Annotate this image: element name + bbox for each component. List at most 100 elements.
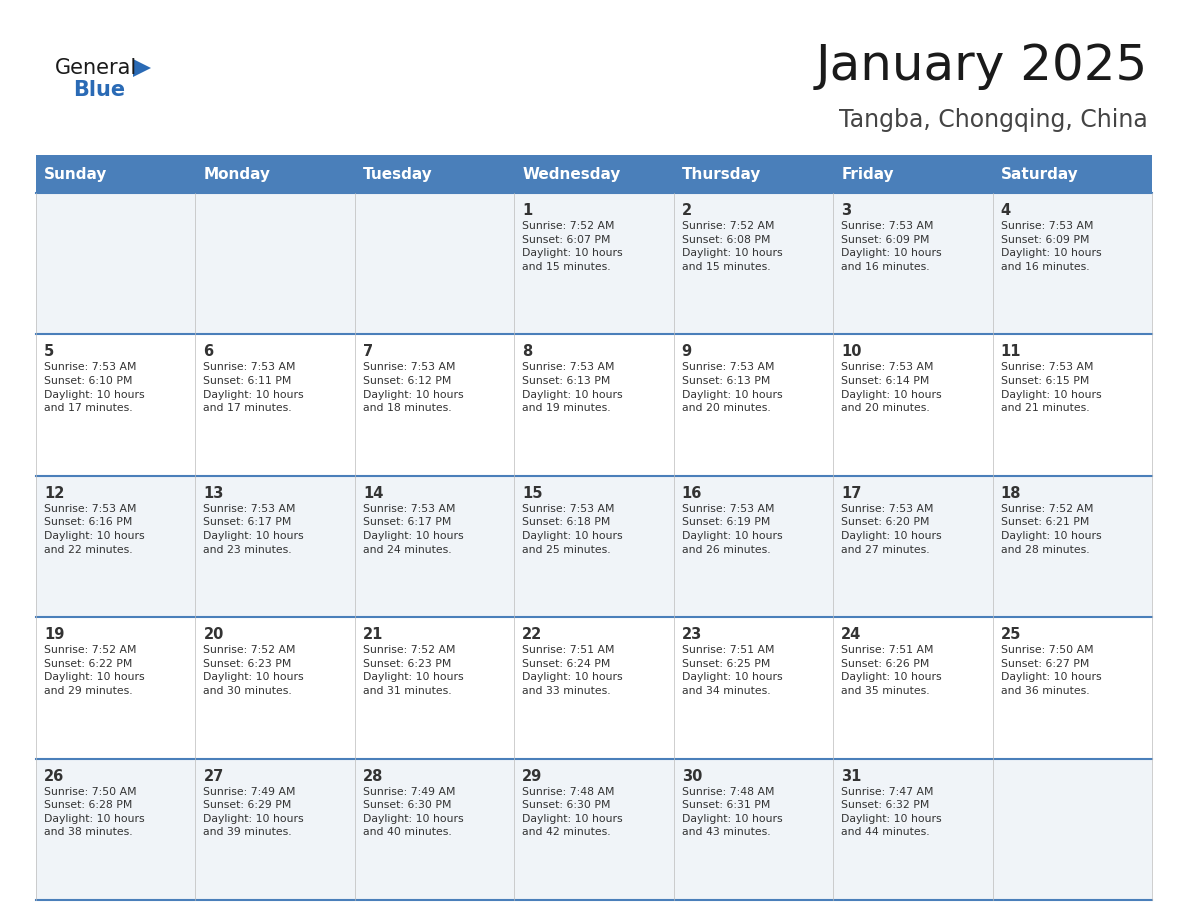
- Bar: [992, 758, 1152, 900]
- Text: 23: 23: [682, 627, 702, 643]
- Text: 1: 1: [523, 203, 532, 218]
- Bar: [674, 334, 833, 476]
- Bar: [833, 334, 992, 476]
- Text: Sunrise: 7:48 AM
Sunset: 6:30 PM
Daylight: 10 hours
and 42 minutes.: Sunrise: 7:48 AM Sunset: 6:30 PM Dayligh…: [523, 787, 623, 837]
- Text: 31: 31: [841, 768, 861, 784]
- Text: 13: 13: [203, 486, 223, 501]
- Text: 16: 16: [682, 486, 702, 501]
- Bar: [36, 334, 196, 476]
- Bar: [514, 155, 674, 193]
- Text: 14: 14: [362, 486, 384, 501]
- Text: 7: 7: [362, 344, 373, 360]
- Bar: [514, 617, 674, 758]
- Bar: [355, 476, 514, 617]
- Text: Sunrise: 7:52 AM
Sunset: 6:21 PM
Daylight: 10 hours
and 28 minutes.: Sunrise: 7:52 AM Sunset: 6:21 PM Dayligh…: [1000, 504, 1101, 554]
- Bar: [514, 334, 674, 476]
- Text: Sunrise: 7:53 AM
Sunset: 6:13 PM
Daylight: 10 hours
and 19 minutes.: Sunrise: 7:53 AM Sunset: 6:13 PM Dayligh…: [523, 363, 623, 413]
- Text: 19: 19: [44, 627, 64, 643]
- Text: Sunrise: 7:53 AM
Sunset: 6:20 PM
Daylight: 10 hours
and 27 minutes.: Sunrise: 7:53 AM Sunset: 6:20 PM Dayligh…: [841, 504, 942, 554]
- Text: Wednesday: Wednesday: [523, 166, 620, 182]
- Text: 27: 27: [203, 768, 223, 784]
- Text: Sunrise: 7:49 AM
Sunset: 6:29 PM
Daylight: 10 hours
and 39 minutes.: Sunrise: 7:49 AM Sunset: 6:29 PM Dayligh…: [203, 787, 304, 837]
- Text: 28: 28: [362, 768, 384, 784]
- Text: Sunrise: 7:53 AM
Sunset: 6:18 PM
Daylight: 10 hours
and 25 minutes.: Sunrise: 7:53 AM Sunset: 6:18 PM Dayligh…: [523, 504, 623, 554]
- Text: 22: 22: [523, 627, 543, 643]
- Text: 10: 10: [841, 344, 861, 360]
- Text: 30: 30: [682, 768, 702, 784]
- Text: Thursday: Thursday: [682, 166, 762, 182]
- Text: 4: 4: [1000, 203, 1011, 218]
- Bar: [355, 155, 514, 193]
- Bar: [36, 617, 196, 758]
- Text: General: General: [55, 58, 138, 78]
- Bar: [992, 476, 1152, 617]
- Text: Sunrise: 7:52 AM
Sunset: 6:23 PM
Daylight: 10 hours
and 31 minutes.: Sunrise: 7:52 AM Sunset: 6:23 PM Dayligh…: [362, 645, 463, 696]
- Text: Blue: Blue: [72, 80, 125, 100]
- Text: Sunrise: 7:52 AM
Sunset: 6:07 PM
Daylight: 10 hours
and 15 minutes.: Sunrise: 7:52 AM Sunset: 6:07 PM Dayligh…: [523, 221, 623, 272]
- Bar: [196, 193, 355, 334]
- Text: Sunrise: 7:53 AM
Sunset: 6:14 PM
Daylight: 10 hours
and 20 minutes.: Sunrise: 7:53 AM Sunset: 6:14 PM Dayligh…: [841, 363, 942, 413]
- Bar: [833, 617, 992, 758]
- Bar: [514, 193, 674, 334]
- Text: Sunrise: 7:53 AM
Sunset: 6:12 PM
Daylight: 10 hours
and 18 minutes.: Sunrise: 7:53 AM Sunset: 6:12 PM Dayligh…: [362, 363, 463, 413]
- Bar: [833, 758, 992, 900]
- Text: Tuesday: Tuesday: [362, 166, 432, 182]
- Bar: [36, 193, 196, 334]
- Text: Sunrise: 7:53 AM
Sunset: 6:09 PM
Daylight: 10 hours
and 16 minutes.: Sunrise: 7:53 AM Sunset: 6:09 PM Dayligh…: [841, 221, 942, 272]
- Text: Sunrise: 7:53 AM
Sunset: 6:19 PM
Daylight: 10 hours
and 26 minutes.: Sunrise: 7:53 AM Sunset: 6:19 PM Dayligh…: [682, 504, 783, 554]
- Bar: [833, 476, 992, 617]
- Text: Sunrise: 7:51 AM
Sunset: 6:26 PM
Daylight: 10 hours
and 35 minutes.: Sunrise: 7:51 AM Sunset: 6:26 PM Dayligh…: [841, 645, 942, 696]
- Bar: [196, 758, 355, 900]
- Text: 20: 20: [203, 627, 223, 643]
- Text: Sunrise: 7:52 AM
Sunset: 6:23 PM
Daylight: 10 hours
and 30 minutes.: Sunrise: 7:52 AM Sunset: 6:23 PM Dayligh…: [203, 645, 304, 696]
- Bar: [514, 476, 674, 617]
- Text: Sunrise: 7:52 AM
Sunset: 6:08 PM
Daylight: 10 hours
and 15 minutes.: Sunrise: 7:52 AM Sunset: 6:08 PM Dayligh…: [682, 221, 783, 272]
- Text: 12: 12: [44, 486, 64, 501]
- Text: Sunrise: 7:47 AM
Sunset: 6:32 PM
Daylight: 10 hours
and 44 minutes.: Sunrise: 7:47 AM Sunset: 6:32 PM Dayligh…: [841, 787, 942, 837]
- Polygon shape: [133, 59, 151, 77]
- Text: 5: 5: [44, 344, 55, 360]
- Text: Sunrise: 7:52 AM
Sunset: 6:22 PM
Daylight: 10 hours
and 29 minutes.: Sunrise: 7:52 AM Sunset: 6:22 PM Dayligh…: [44, 645, 145, 696]
- Bar: [36, 758, 196, 900]
- Text: Saturday: Saturday: [1000, 166, 1079, 182]
- Text: Sunrise: 7:53 AM
Sunset: 6:16 PM
Daylight: 10 hours
and 22 minutes.: Sunrise: 7:53 AM Sunset: 6:16 PM Dayligh…: [44, 504, 145, 554]
- Bar: [36, 155, 196, 193]
- Text: 26: 26: [44, 768, 64, 784]
- Bar: [196, 476, 355, 617]
- Text: 9: 9: [682, 344, 691, 360]
- Text: Friday: Friday: [841, 166, 893, 182]
- Text: Sunday: Sunday: [44, 166, 107, 182]
- Bar: [196, 617, 355, 758]
- Text: 29: 29: [523, 768, 543, 784]
- Text: 3: 3: [841, 203, 852, 218]
- Text: 15: 15: [523, 486, 543, 501]
- Bar: [992, 617, 1152, 758]
- Bar: [674, 155, 833, 193]
- Text: 11: 11: [1000, 344, 1020, 360]
- Bar: [674, 617, 833, 758]
- Bar: [833, 155, 992, 193]
- Bar: [196, 155, 355, 193]
- Text: Sunrise: 7:53 AM
Sunset: 6:13 PM
Daylight: 10 hours
and 20 minutes.: Sunrise: 7:53 AM Sunset: 6:13 PM Dayligh…: [682, 363, 783, 413]
- Text: 18: 18: [1000, 486, 1020, 501]
- Bar: [514, 758, 674, 900]
- Bar: [36, 476, 196, 617]
- Text: 17: 17: [841, 486, 861, 501]
- Bar: [992, 193, 1152, 334]
- Text: Sunrise: 7:50 AM
Sunset: 6:27 PM
Daylight: 10 hours
and 36 minutes.: Sunrise: 7:50 AM Sunset: 6:27 PM Dayligh…: [1000, 645, 1101, 696]
- Bar: [196, 334, 355, 476]
- Text: Sunrise: 7:53 AM
Sunset: 6:15 PM
Daylight: 10 hours
and 21 minutes.: Sunrise: 7:53 AM Sunset: 6:15 PM Dayligh…: [1000, 363, 1101, 413]
- Bar: [355, 193, 514, 334]
- Text: January 2025: January 2025: [816, 42, 1148, 90]
- Text: 2: 2: [682, 203, 691, 218]
- Text: Sunrise: 7:48 AM
Sunset: 6:31 PM
Daylight: 10 hours
and 43 minutes.: Sunrise: 7:48 AM Sunset: 6:31 PM Dayligh…: [682, 787, 783, 837]
- Bar: [674, 758, 833, 900]
- Bar: [992, 155, 1152, 193]
- Text: Sunrise: 7:50 AM
Sunset: 6:28 PM
Daylight: 10 hours
and 38 minutes.: Sunrise: 7:50 AM Sunset: 6:28 PM Dayligh…: [44, 787, 145, 837]
- Bar: [355, 334, 514, 476]
- Bar: [992, 334, 1152, 476]
- Text: Sunrise: 7:51 AM
Sunset: 6:24 PM
Daylight: 10 hours
and 33 minutes.: Sunrise: 7:51 AM Sunset: 6:24 PM Dayligh…: [523, 645, 623, 696]
- Text: 25: 25: [1000, 627, 1020, 643]
- Text: Sunrise: 7:49 AM
Sunset: 6:30 PM
Daylight: 10 hours
and 40 minutes.: Sunrise: 7:49 AM Sunset: 6:30 PM Dayligh…: [362, 787, 463, 837]
- Text: Sunrise: 7:53 AM
Sunset: 6:17 PM
Daylight: 10 hours
and 23 minutes.: Sunrise: 7:53 AM Sunset: 6:17 PM Dayligh…: [203, 504, 304, 554]
